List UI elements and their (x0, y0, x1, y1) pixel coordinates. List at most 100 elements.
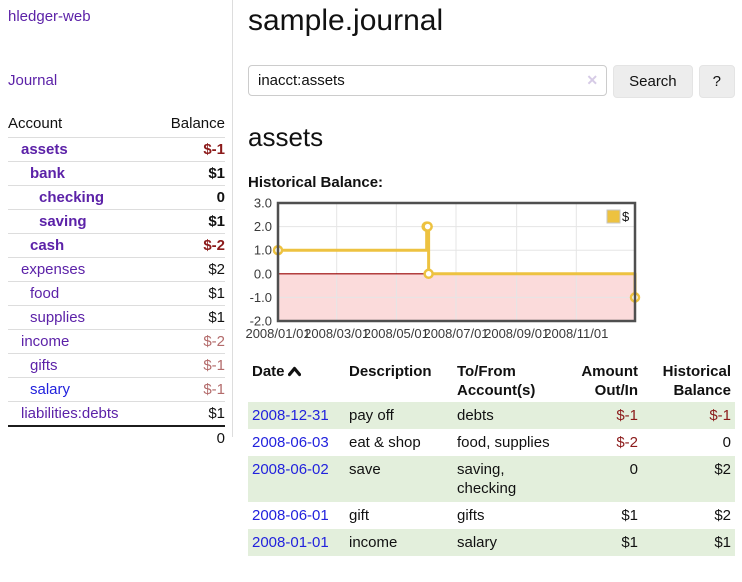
transaction-balance: 0 (722, 434, 731, 451)
transaction-date-link[interactable]: 2008-12-31 (252, 407, 329, 424)
x-axis-label: 2008/03/01 (304, 326, 369, 341)
transaction-row: 2008-06-02 save saving, checking 0 $2 (248, 456, 735, 502)
account-link-saving[interactable]: saving (39, 213, 87, 230)
account-link-cash[interactable]: cash (30, 237, 65, 254)
y-axis-label: -2.0 (250, 314, 272, 329)
transaction-date-link[interactable]: 2008-06-03 (252, 434, 329, 451)
account-balance: $-1 (153, 377, 225, 402)
transaction-row: 2008-12-31 pay off debts $-1 $-1 (248, 402, 735, 429)
account-heading: assets (248, 122, 324, 152)
account-link-liabilities-debts[interactable]: liabilities:debts (21, 405, 119, 422)
legend-label: $ (622, 209, 630, 224)
accounts-table: Account Balance assets $-1 bank $1 checking 0… (8, 112, 225, 450)
sidebar-item-journal[interactable]: Journal (8, 72, 58, 89)
account-link-supplies[interactable]: supplies (30, 309, 86, 326)
account-balance: $2 (153, 257, 225, 282)
transaction-accounts: salary (457, 534, 498, 551)
transaction-date-link[interactable]: 2008-01-01 (252, 534, 329, 551)
account-row: food $1 (8, 281, 225, 306)
transaction-amount: $-2 (616, 434, 638, 451)
transaction-accounts: food, supplies (457, 434, 550, 451)
y-axis-label: 0.0 (254, 266, 272, 281)
transaction-description: gift (349, 507, 370, 524)
y-axis-label: 2.0 (254, 219, 272, 234)
account-row: income $-2 (8, 329, 225, 354)
account-balance: 0 (153, 185, 225, 210)
register-header-date[interactable]: Date (248, 360, 345, 402)
account-balance: $-2 (153, 233, 225, 258)
account-link-income[interactable]: income (21, 333, 70, 350)
transaction-balance: $-1 (709, 407, 731, 424)
historical-balance-chart: $3.0 2.0 1.0 0.0 -1.0 -2.02008/01/012008/03/0… (245, 196, 641, 341)
help-button[interactable]: ? (698, 65, 735, 98)
transaction-amount: $1 (621, 507, 638, 524)
account-link-expenses[interactable]: expenses (21, 261, 86, 278)
account-row: cash $-2 (8, 233, 225, 258)
transaction-accounts: gifts (457, 507, 485, 524)
accounts-total-value: 0 (153, 425, 225, 450)
transaction-description: eat & shop (349, 434, 421, 451)
transaction-amount: $1 (621, 534, 638, 551)
account-row: salary $-1 (8, 377, 225, 402)
y-axis-label: 1.0 (254, 243, 272, 258)
sidebar: hledger-web Journal Account Balance asse… (0, 0, 233, 450)
transaction-description: save (349, 461, 381, 478)
transaction-date-link[interactable]: 2008-06-01 (252, 507, 329, 524)
register-header-description: Description (349, 363, 432, 380)
search-bar: ✕ Search ? (248, 65, 735, 98)
transaction-row: 2008-06-03 eat & shop food, supplies $-2 0 (248, 429, 735, 456)
transaction-description: pay off (349, 407, 394, 424)
search-box: ✕ (248, 65, 608, 98)
account-link-salary[interactable]: salary (30, 381, 71, 398)
account-balance: $1 (153, 209, 225, 234)
search-button[interactable]: Search (613, 65, 693, 98)
account-balance: $-2 (153, 329, 225, 354)
journal-nav: Journal (8, 72, 224, 90)
x-axis-label: 2008/05/01 (364, 326, 429, 341)
y-axis-label: 3.0 (254, 196, 272, 211)
account-balance: $1 (153, 281, 225, 306)
sort-ascending-icon (287, 363, 301, 382)
x-axis-label: 2008/07/01 (423, 326, 488, 341)
account-row: saving $1 (8, 209, 225, 234)
account-link-bank[interactable]: bank (30, 165, 66, 182)
transaction-row: 2008-01-01 income salary $1 $1 (248, 529, 735, 556)
x-axis-label: 2008/09/01 (484, 326, 549, 341)
legend-swatch (606, 209, 621, 224)
transaction-accounts: debts (457, 407, 494, 424)
transaction-balance: $1 (714, 534, 731, 551)
account-row: bank $1 (8, 161, 225, 186)
account-link-checking[interactable]: checking (39, 189, 105, 206)
search-input[interactable] (248, 65, 608, 96)
transaction-balance: $2 (714, 507, 731, 524)
account-link-assets[interactable]: assets (21, 141, 68, 158)
register-header-balance: Historical Balance (662, 363, 731, 399)
data-point-marker (422, 221, 433, 232)
clear-search-icon[interactable]: ✕ (586, 72, 599, 88)
transaction-amount: $-1 (616, 407, 638, 424)
x-axis-label: 2008/01/01 (245, 326, 310, 341)
register-header-amount: Amount Out/In (581, 363, 638, 399)
register-table: Date Description To/From Account(s) Amou… (248, 360, 735, 556)
plot-border (276, 201, 637, 323)
account-link-gifts[interactable]: gifts (30, 357, 58, 374)
transaction-row: 2008-06-01 gift gifts $1 $2 (248, 502, 735, 529)
account-balance: $1 (153, 305, 225, 330)
account-balance: $1 (153, 401, 225, 426)
account-balance: $-1 (153, 353, 225, 378)
account-row: checking 0 (8, 185, 225, 210)
account-row: supplies $1 (8, 305, 225, 330)
data-point-marker (423, 268, 434, 280)
transaction-amount: 0 (629, 461, 638, 478)
brand-link[interactable]: hledger-web (8, 8, 91, 25)
register-header-tofrom: To/From Account(s) (457, 363, 536, 399)
account-row: assets $-1 (8, 137, 225, 162)
account-link-food[interactable]: food (30, 285, 60, 302)
x-axis-label: 2008/11/01 (544, 326, 608, 341)
chart-title: Historical Balance: (248, 174, 384, 191)
account-row: gifts $-1 (8, 353, 225, 378)
main-content: sample.journal ✕ Search ? assets Histori… (245, 0, 735, 556)
account-row: expenses $2 (8, 257, 225, 282)
transaction-date-link[interactable]: 2008-06-02 (252, 461, 329, 478)
transaction-accounts: saving, checking (457, 461, 517, 497)
